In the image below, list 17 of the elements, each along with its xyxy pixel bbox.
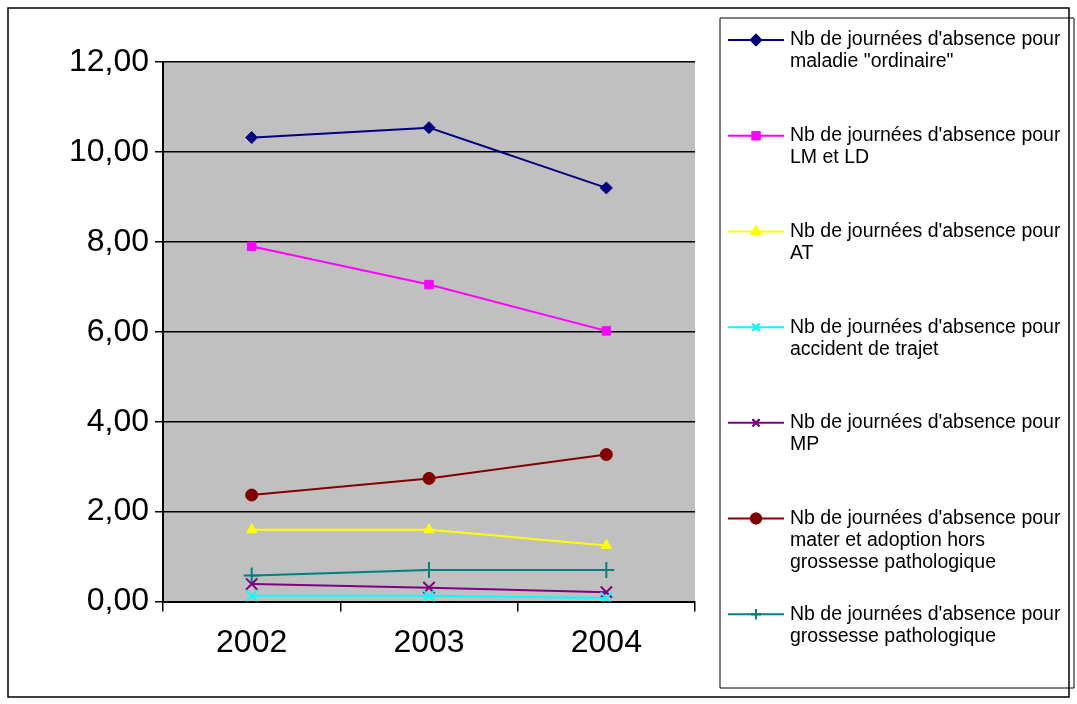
y-tick-label: 12,00 [68,41,149,78]
x-tick-label: 2002 [216,622,288,659]
legend-label: Nb de journées d'absence pour AT [790,218,1061,263]
y-tick-label: 2,00 [86,491,149,528]
y-tick-label: 6,00 [86,311,149,348]
legend-label: Nb de journées d'absence pour MP [790,410,1061,455]
y-tick-label: 0,00 [86,581,149,618]
legend-label: Nb de journées d'absence pour LM et LD [790,123,1061,168]
x-tick-label: 2003 [393,622,465,659]
y-tick-label: 4,00 [86,401,149,438]
x-tick-label: 2004 [570,622,642,659]
legend-label: Nb de journées d'absence pour accident de trajet [790,314,1061,359]
legend-label: Nb de journées d'absence pour mater et adoption hors grossesse pathologique [790,505,1061,572]
y-tick-label: 10,00 [68,131,149,168]
legend-label: Nb de journées d'absence pour maladie "ordinaire" [790,27,1061,72]
legend-label: Nb de journées d'absence pour grossesse pathologique [790,601,1061,646]
y-tick-label: 8,00 [86,221,149,258]
